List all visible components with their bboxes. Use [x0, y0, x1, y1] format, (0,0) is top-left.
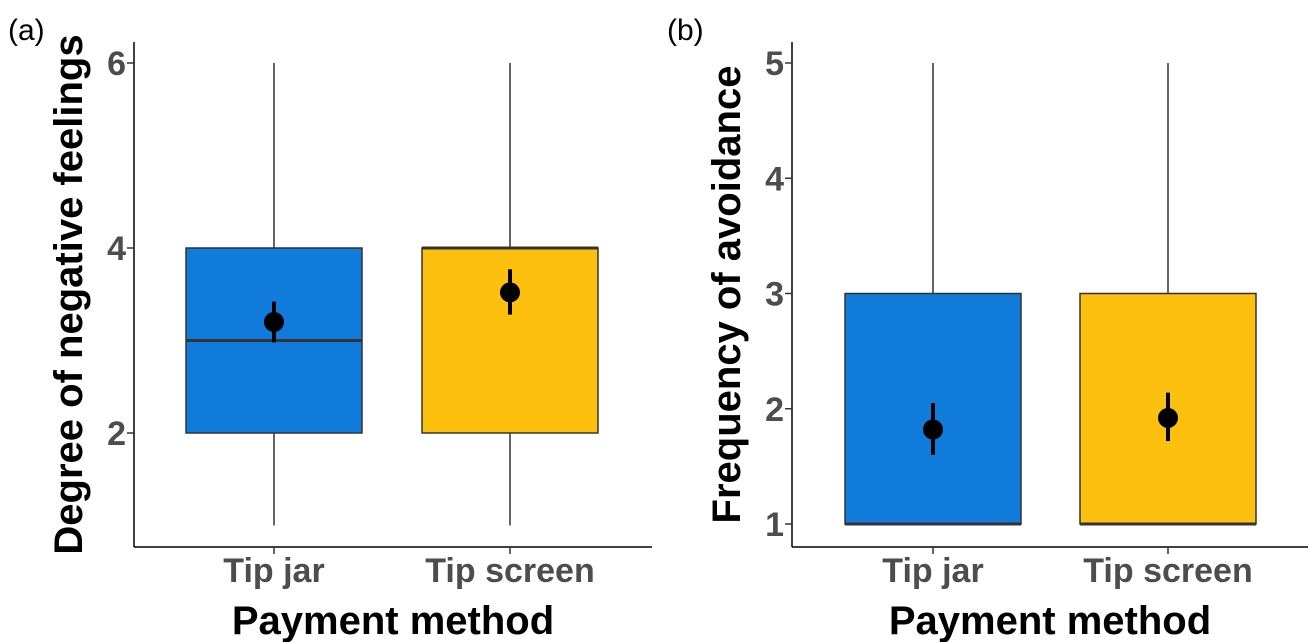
- x-axis-title: Payment method: [232, 599, 554, 642]
- y-axis-title: Frequency of avoidance: [705, 66, 749, 524]
- x-tick-label: Tip jar: [223, 552, 324, 590]
- y-tick-label: 5: [765, 45, 784, 83]
- y-tick-label: 4: [107, 230, 126, 268]
- mean-point: [264, 312, 284, 332]
- x-tick-label: Tip screen: [1083, 552, 1252, 590]
- panel-label: (b): [667, 14, 704, 47]
- y-tick-label: 1: [765, 506, 784, 544]
- panel-b: (b) 1 2 3 4 5 Tip jar Tip screen Payment method F…: [667, 14, 1308, 642]
- mean-point: [1158, 407, 1178, 428]
- y-tick-label: 4: [765, 160, 784, 198]
- x-tick-label: Tip jar: [882, 552, 983, 590]
- x-axis-title: Payment method: [889, 599, 1211, 642]
- y-tick-label: 2: [107, 415, 126, 453]
- y-axis-title: Degree of negative feelings: [47, 34, 91, 554]
- y-tick-label: 3: [765, 276, 784, 314]
- panel-label: (a): [8, 14, 45, 47]
- y-tick-label: 6: [107, 45, 126, 83]
- y-tick-label: 2: [765, 391, 784, 429]
- panel-a: (a) 2 4 6 Tip jar Tip screen Payment method Deg…: [8, 14, 652, 642]
- x-tick-label: Tip screen: [425, 552, 594, 590]
- mean-point: [923, 419, 943, 440]
- mean-point: [500, 282, 520, 303]
